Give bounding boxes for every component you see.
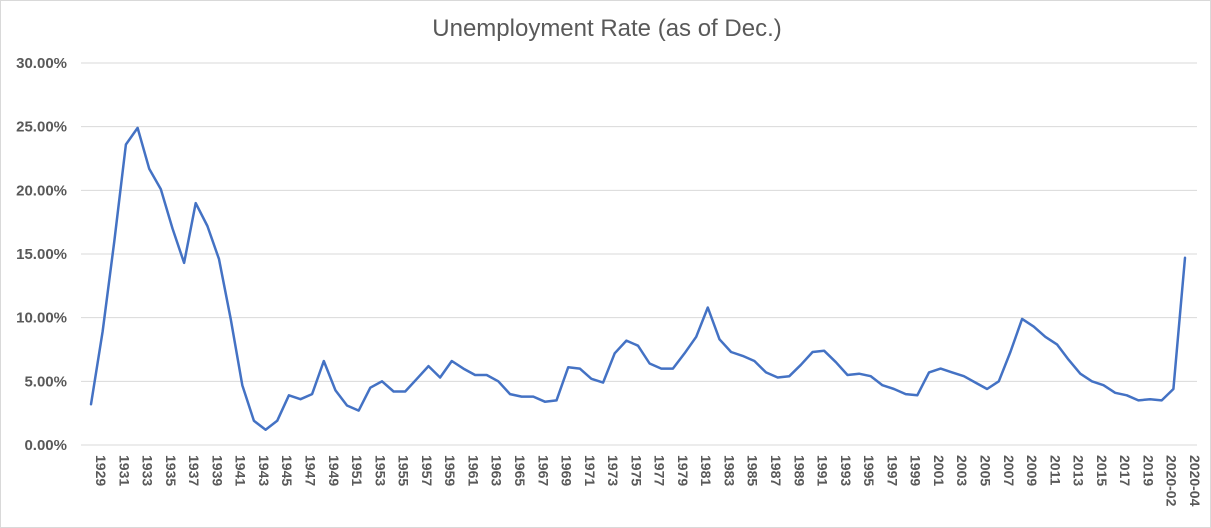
x-axis-ticks: 1929 1931 1933 1935 1937 1939 1941 1943 1945 1947… bbox=[93, 455, 1203, 507]
x-tick-label: 1973 bbox=[605, 455, 621, 486]
series-layer bbox=[89, 126, 1187, 431]
x-tick-label: 1983 bbox=[721, 455, 737, 486]
y-tick-label: 20.00% bbox=[16, 182, 67, 199]
gridlines bbox=[81, 62, 1197, 446]
series-line bbox=[89, 126, 1187, 431]
x-tick-label: 1979 bbox=[675, 455, 691, 486]
y-tick-label: 0.00% bbox=[24, 437, 67, 454]
x-tick-label: 1955 bbox=[396, 455, 412, 486]
x-tick-label: 2001 bbox=[931, 455, 947, 486]
x-tick-label: 1999 bbox=[908, 455, 924, 486]
x-tick-label: 1981 bbox=[698, 455, 714, 486]
chart-title: Unemployment Rate (as of Dec.) bbox=[432, 15, 781, 42]
x-tick-label: 2017 bbox=[1117, 455, 1133, 486]
y-tick-label: 15.00% bbox=[16, 246, 67, 263]
x-tick-label: 2009 bbox=[1024, 455, 1040, 486]
x-tick-label: 1977 bbox=[652, 455, 668, 486]
x-tick-label: 2020-04 bbox=[1187, 455, 1203, 507]
y-axis-ticks: 0.00% 5.00% 10.00% 15.00% 20.00% 25.00% 30.00% bbox=[16, 55, 67, 454]
x-tick-label: 2007 bbox=[1001, 455, 1017, 486]
x-tick-label: 1931 bbox=[116, 455, 132, 486]
x-tick-label: 2011 bbox=[1047, 455, 1063, 486]
x-tick-label: 1961 bbox=[465, 455, 481, 486]
x-tick-label: 1975 bbox=[628, 455, 644, 486]
x-tick-label: 1993 bbox=[838, 455, 854, 486]
x-tick-label: 1953 bbox=[372, 455, 388, 486]
x-tick-label: 2019 bbox=[1140, 455, 1156, 486]
x-tick-label: 1941 bbox=[233, 455, 249, 486]
y-tick-label: 5.00% bbox=[24, 373, 67, 390]
x-tick-label: 1939 bbox=[209, 455, 225, 486]
x-tick-label: 1963 bbox=[489, 455, 505, 486]
x-tick-label: 1929 bbox=[93, 455, 109, 486]
y-tick-label: 25.00% bbox=[16, 119, 67, 136]
x-tick-label: 1933 bbox=[140, 455, 156, 486]
x-tick-label: 1935 bbox=[163, 455, 179, 486]
x-tick-label: 1997 bbox=[884, 455, 900, 486]
x-tick-label: 1959 bbox=[442, 455, 458, 486]
x-tick-label: 1947 bbox=[302, 455, 318, 486]
x-tick-label: 2020-02 bbox=[1164, 455, 1180, 507]
x-tick-label: 1945 bbox=[279, 455, 295, 486]
x-tick-label: 1965 bbox=[512, 455, 528, 486]
x-tick-label: 1991 bbox=[815, 455, 831, 486]
x-tick-label: 1985 bbox=[745, 455, 761, 486]
x-tick-label: 1989 bbox=[791, 455, 807, 486]
x-tick-label: 2003 bbox=[954, 455, 970, 486]
y-tick-label: 10.00% bbox=[16, 310, 67, 327]
x-tick-label: 1971 bbox=[582, 455, 598, 486]
x-tick-label: 1969 bbox=[559, 455, 575, 486]
x-tick-label: 2015 bbox=[1094, 455, 1110, 486]
x-tick-label: 1943 bbox=[256, 455, 272, 486]
x-tick-label: 1995 bbox=[861, 455, 877, 486]
y-tick-label: 30.00% bbox=[16, 55, 67, 72]
x-tick-label: 1937 bbox=[186, 455, 202, 486]
x-tick-label: 1949 bbox=[326, 455, 342, 486]
x-tick-label: 1987 bbox=[768, 455, 784, 486]
x-tick-label: 2013 bbox=[1071, 455, 1087, 486]
x-tick-label: 1967 bbox=[535, 455, 551, 486]
x-tick-label: 1951 bbox=[349, 455, 365, 486]
x-tick-label: 1957 bbox=[419, 455, 435, 486]
x-tick-label: 2005 bbox=[978, 455, 994, 486]
